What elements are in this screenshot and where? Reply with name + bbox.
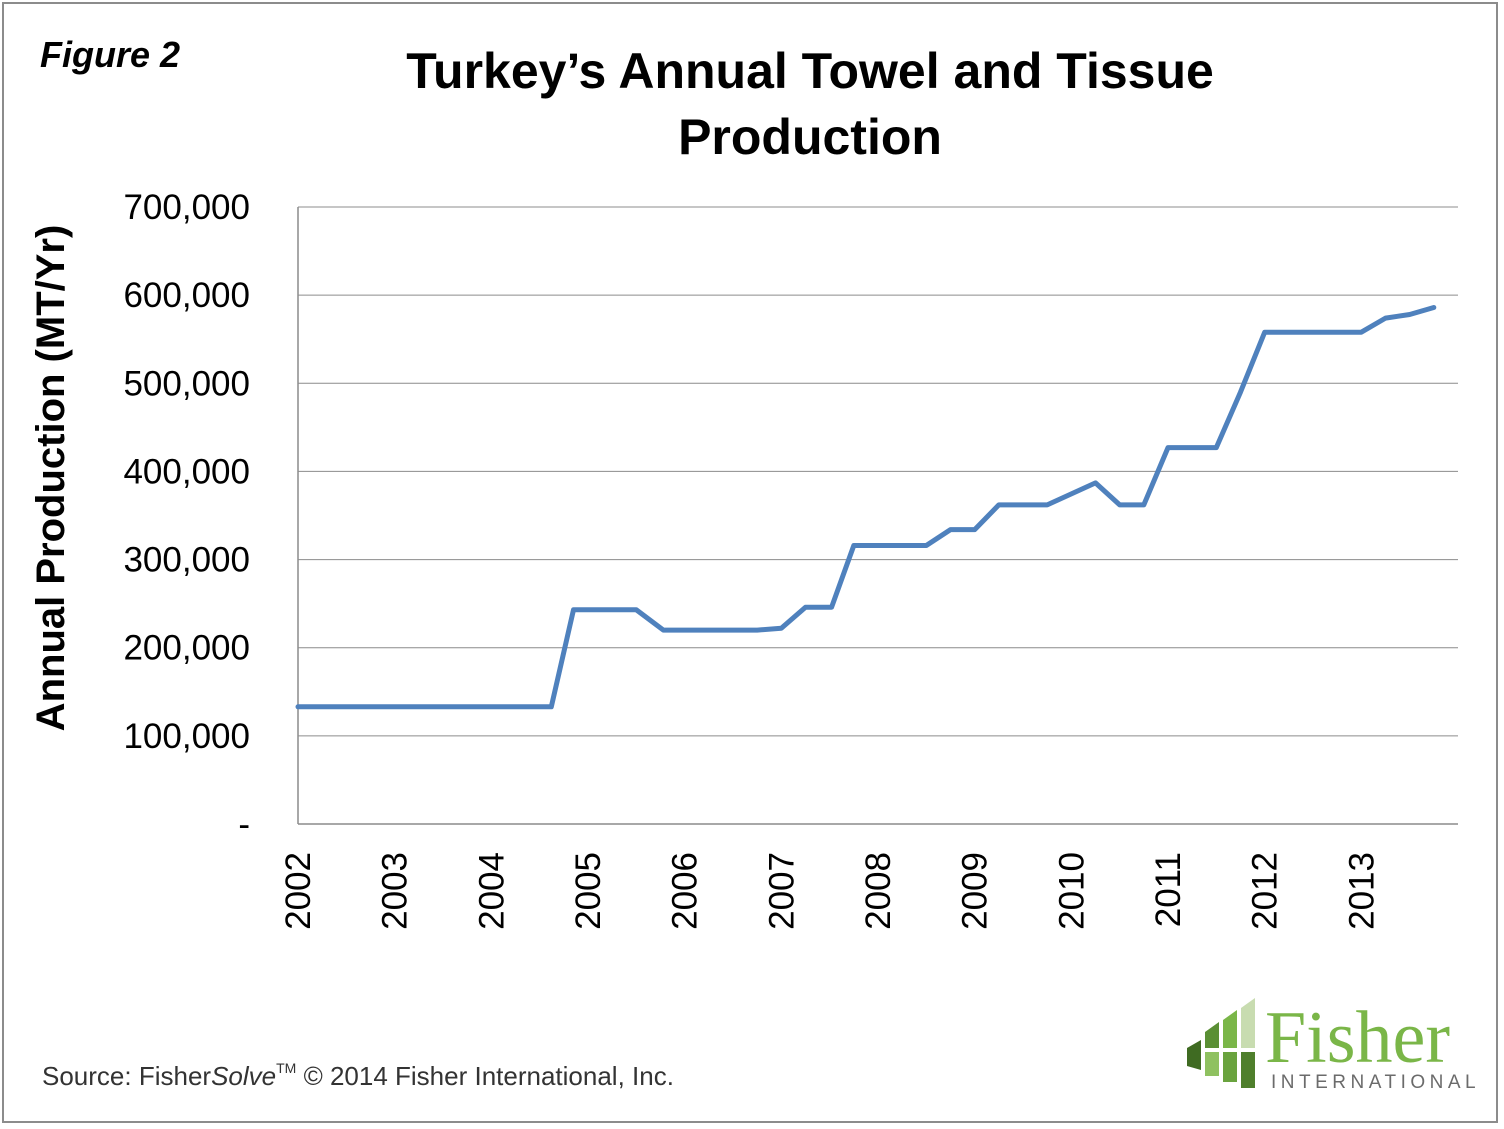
x-tick-label: 2003 bbox=[376, 852, 415, 930]
axes bbox=[297, 207, 1458, 825]
y-tick-label: 600,000 bbox=[123, 276, 250, 315]
chart-title-line-1: Turkey’s Annual Towel and Tissue bbox=[406, 43, 1214, 99]
series-group bbox=[295, 305, 1437, 710]
y-tick-label: 400,000 bbox=[123, 452, 250, 491]
source-tm: TM bbox=[276, 1060, 297, 1076]
fisher-logo: Fisher INTERNATIONAL bbox=[1187, 997, 1480, 1093]
source-note: Source: FisherSolveTM © 2014 Fisher Inte… bbox=[42, 1060, 674, 1092]
y-tick-label: - bbox=[238, 805, 250, 844]
gridlines bbox=[298, 206, 1458, 737]
x-tick-label: 2011 bbox=[1149, 852, 1188, 927]
chart-title: Turkey’s Annual Towel and Tissue Product… bbox=[300, 38, 1320, 170]
y-tick-label: 700,000 bbox=[123, 188, 250, 227]
y-tick-label: 100,000 bbox=[123, 717, 250, 756]
figure-label: Figure 2 bbox=[40, 34, 181, 75]
source-prefix: Source: Fisher bbox=[42, 1061, 212, 1091]
logo-tagline: INTERNATIONAL bbox=[1271, 1072, 1480, 1093]
x-tick-label: 2013 bbox=[1342, 852, 1381, 930]
x-tick-label: 2012 bbox=[1246, 852, 1285, 930]
x-tick-label: 2010 bbox=[1052, 852, 1091, 930]
logo-wordmark: Fisher bbox=[1265, 997, 1450, 1079]
y-axis-label: Annual Production (MT/Yr) bbox=[29, 225, 73, 732]
logo-building-icon bbox=[1187, 998, 1255, 1088]
x-tick-label: 2004 bbox=[472, 852, 511, 930]
x-tick-label: 2005 bbox=[569, 852, 608, 930]
source-italic: Solve bbox=[211, 1061, 277, 1091]
y-tick-labels: - 100,000 200,000 300,000 400,000 500,000 600,… bbox=[123, 188, 250, 844]
x-tick-label: 2002 bbox=[279, 852, 318, 930]
y-tick-label: 500,000 bbox=[123, 364, 250, 403]
chart-title-line-2: Production bbox=[678, 109, 942, 165]
x-tick-label: 2009 bbox=[956, 852, 995, 930]
x-tick-label: 2008 bbox=[859, 852, 898, 930]
y-tick-label: 200,000 bbox=[123, 629, 250, 668]
x-tick-label: 2007 bbox=[762, 852, 801, 930]
series-line bbox=[295, 305, 1437, 710]
source-suffix: © 2014 Fisher International, Inc. bbox=[296, 1061, 674, 1091]
y-tick-label: 300,000 bbox=[123, 541, 250, 580]
x-tick-label: 2006 bbox=[666, 852, 705, 930]
x-tick-labels: 2002 2003 2004 2005 2006 2007 2008 2009 2010 2011… bbox=[279, 852, 1381, 930]
